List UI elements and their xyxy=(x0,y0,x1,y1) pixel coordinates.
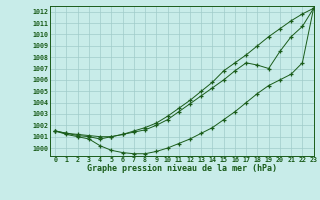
X-axis label: Graphe pression niveau de la mer (hPa): Graphe pression niveau de la mer (hPa) xyxy=(87,164,276,173)
